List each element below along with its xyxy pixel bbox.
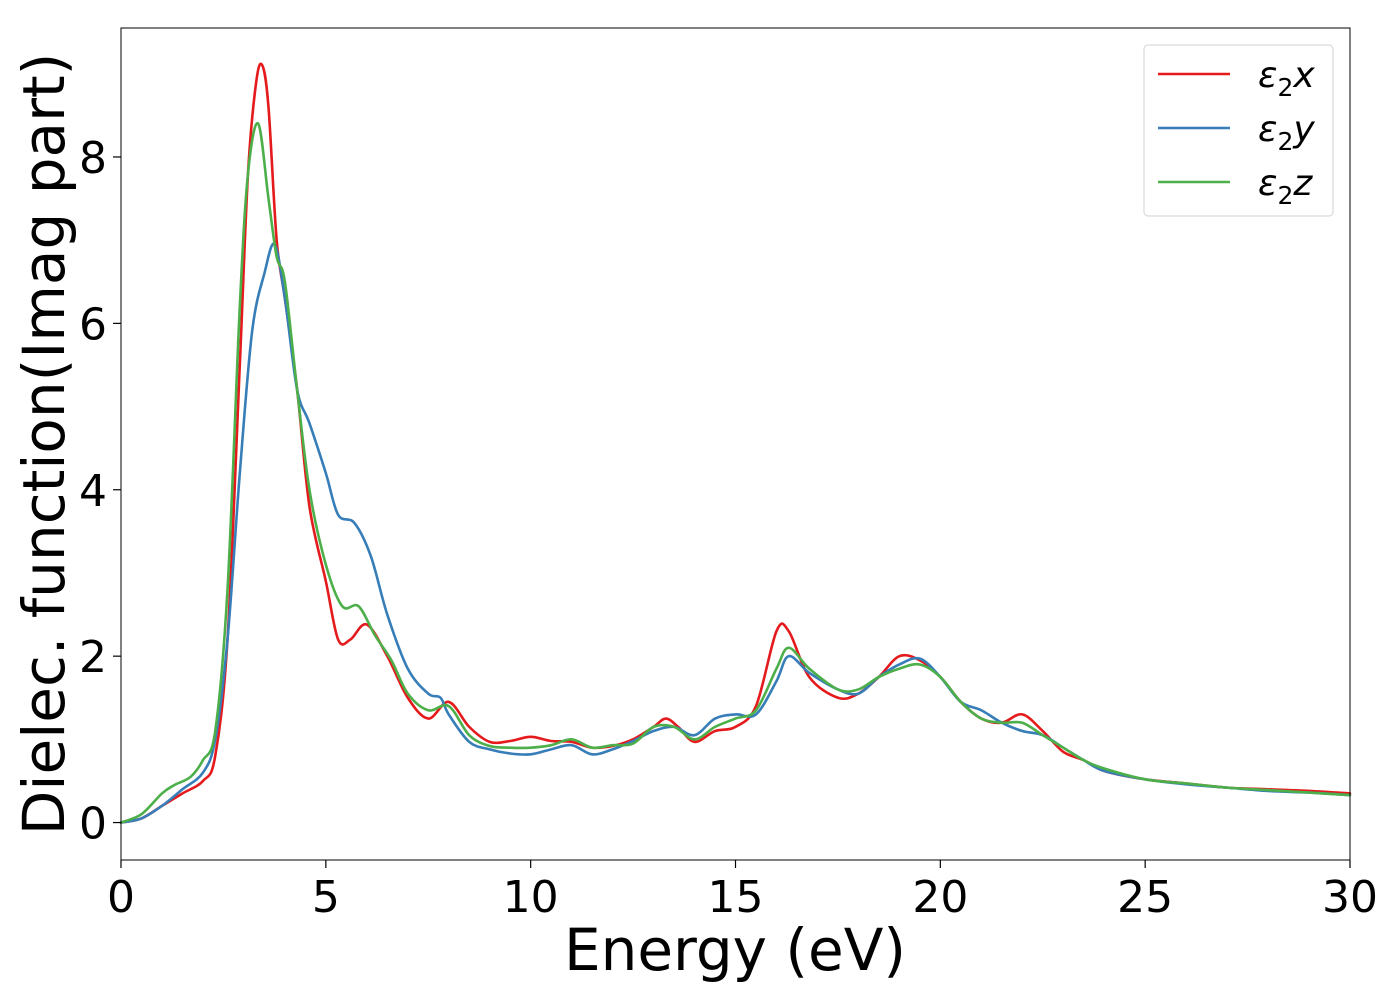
legend: ε2x ε2y ε2z bbox=[1143, 44, 1334, 217]
legend-label-x: ε2x bbox=[1258, 55, 1315, 102]
y-tick-label: 8 bbox=[79, 133, 107, 184]
y-axis-label: Dielec. function(Imag part) bbox=[10, 53, 78, 836]
x-tick-label: 30 bbox=[1322, 872, 1378, 923]
y-axis: 0 2 4 6 8 bbox=[79, 133, 121, 850]
x-tick-label: 15 bbox=[708, 872, 764, 923]
legend-box bbox=[1143, 44, 1334, 217]
series-layer bbox=[119, 62, 1352, 824]
legend-label-z: ε2z bbox=[1258, 163, 1313, 210]
x-axis-label: Energy (eV) bbox=[564, 916, 906, 984]
y-tick-label: 6 bbox=[79, 299, 107, 350]
y-tick-label: 0 bbox=[79, 799, 107, 850]
x-tick-label: 5 bbox=[312, 872, 340, 923]
series-line-y bbox=[119, 242, 1352, 824]
series-line-z bbox=[119, 122, 1352, 824]
legend-label-y: ε2y bbox=[1258, 109, 1315, 156]
x-tick-label: 25 bbox=[1117, 872, 1173, 923]
x-tick-label: 10 bbox=[503, 872, 559, 923]
x-tick-label: 20 bbox=[912, 872, 968, 923]
y-tick-label: 2 bbox=[79, 632, 107, 683]
x-tick-label: 0 bbox=[107, 872, 135, 923]
y-tick-label: 4 bbox=[79, 466, 107, 517]
x-axis: 0 5 10 15 20 25 30 bbox=[107, 860, 1378, 923]
